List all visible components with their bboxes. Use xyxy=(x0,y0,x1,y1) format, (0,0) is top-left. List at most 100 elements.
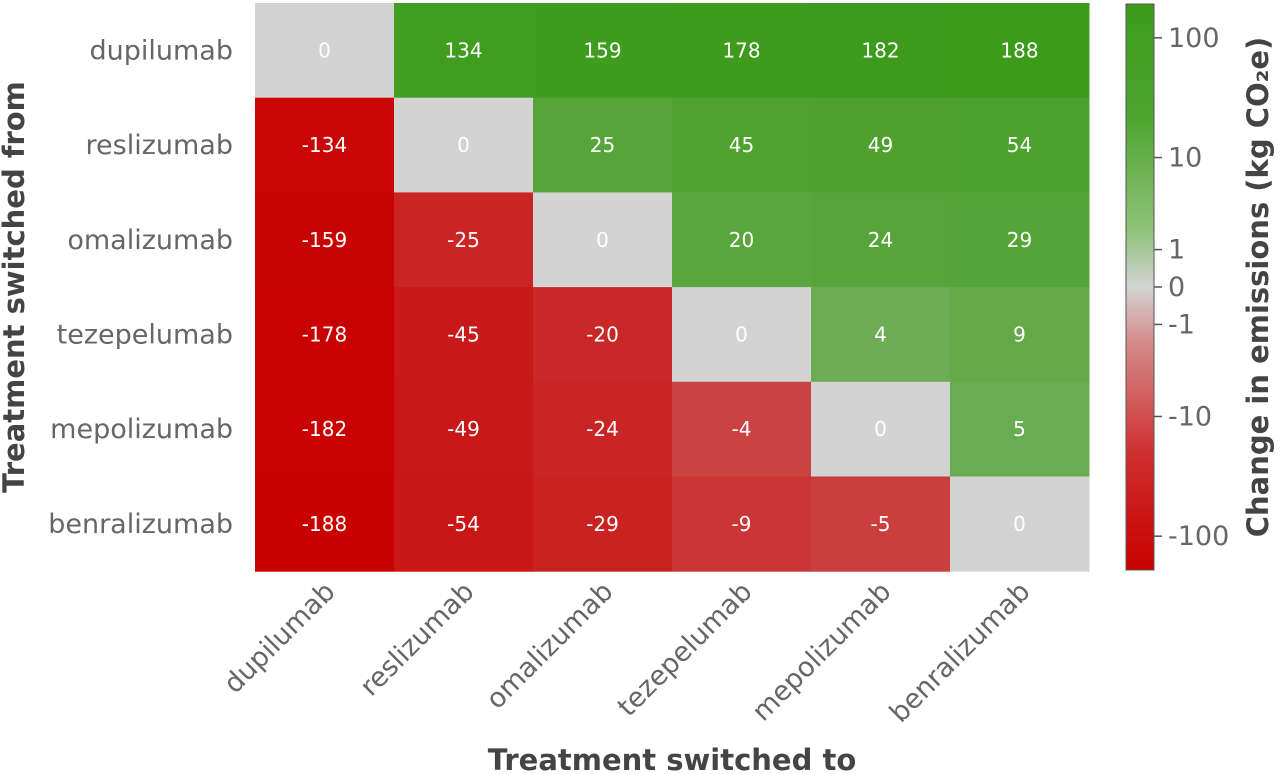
cell-value-label: -45 xyxy=(447,322,480,346)
x-axis-title: Treatment switched to xyxy=(488,743,857,774)
colorbar-tick-label: 100 xyxy=(1168,23,1220,54)
heatmap-cell xyxy=(950,476,1090,572)
row-label: omalizumab xyxy=(67,225,233,256)
heatmap-cell xyxy=(394,97,534,193)
column-labels: dupilumab reslizumab omalizumabtezepelumab… xyxy=(218,576,1036,729)
column-label: mepolizumab xyxy=(746,576,897,727)
cell-value-label: -9 xyxy=(732,512,752,536)
cell-value-label: -178 xyxy=(302,322,347,346)
colorbar-tick-label: 10 xyxy=(1168,143,1202,174)
cell-value-label: 159 xyxy=(583,38,621,62)
heatmap-cell xyxy=(811,97,951,193)
cell-value-label: 9 xyxy=(1013,322,1026,346)
heatmap-cell xyxy=(533,381,673,477)
colorbar-tick-label: 0 xyxy=(1168,272,1185,303)
cell-value-label: -134 xyxy=(302,133,347,157)
cell-value-label: -159 xyxy=(302,228,347,252)
heatmap-cell xyxy=(533,287,673,383)
cell-value-label: -20 xyxy=(586,322,619,346)
heatmap-cell xyxy=(672,287,812,383)
cell-value-label: 178 xyxy=(722,38,760,62)
cell-value-label: -5 xyxy=(871,512,891,536)
heatmap-cell xyxy=(394,287,534,383)
row-labels: dupilumab reslizumab omalizumab tezepelumab… xyxy=(48,35,233,539)
cell-value-label: 4 xyxy=(874,322,887,346)
cell-value-label: 0 xyxy=(1013,512,1026,536)
column-label: dupilumab xyxy=(218,576,341,699)
cell-value-label: 134 xyxy=(444,38,482,62)
cell-value-label: -24 xyxy=(586,417,619,441)
row-label: mepolizumab xyxy=(50,414,233,445)
cell-value-label: -29 xyxy=(586,512,619,536)
heatmap-cell xyxy=(672,381,812,477)
heatmap-cell xyxy=(533,192,673,288)
column-label: omalizumab xyxy=(480,576,619,715)
heatmap-cell xyxy=(255,3,395,99)
cell-value-label: -54 xyxy=(447,512,480,536)
row-label: benralizumab xyxy=(48,509,233,540)
heatmap-cell xyxy=(811,287,951,383)
heatmap-cell xyxy=(394,476,534,572)
heatmap-cells: 0 134 159 178 182 188-134 0 25 45 49 54-159 -25 0 20 2… xyxy=(255,3,1090,572)
cell-value-label: 24 xyxy=(868,228,893,252)
heatmap-cell xyxy=(950,3,1090,99)
heatmap-cell xyxy=(255,476,395,572)
column-label: benralizumab xyxy=(884,576,1037,729)
heatmap-cell xyxy=(950,192,1090,288)
cell-value-label: 182 xyxy=(861,38,899,62)
colorbar-tick-label: -1 xyxy=(1168,309,1195,340)
cell-value-label: 0 xyxy=(318,38,331,62)
heatmap-cell xyxy=(533,476,673,572)
cell-value-label: -182 xyxy=(302,417,347,441)
row-label: tezepelumab xyxy=(57,319,233,350)
cell-value-label: -49 xyxy=(447,417,480,441)
cell-value-label: 20 xyxy=(729,228,754,252)
heatmap-cell xyxy=(950,381,1090,477)
colorbar-tick-label: -100 xyxy=(1168,521,1229,552)
cell-value-label: 188 xyxy=(1000,38,1038,62)
heatmap-cell xyxy=(394,381,534,477)
row-label: reslizumab xyxy=(86,130,233,161)
cell-value-label: 49 xyxy=(868,133,893,157)
cell-value-label: 29 xyxy=(1007,228,1032,252)
heatmap-cell xyxy=(672,476,812,572)
cell-value-label: 0 xyxy=(874,417,887,441)
cell-value-label: 45 xyxy=(729,133,754,157)
heatmap-cell xyxy=(255,381,395,477)
heatmap-cell xyxy=(950,287,1090,383)
heatmap-cell xyxy=(533,3,673,99)
cell-value-label: 54 xyxy=(1007,133,1032,157)
y-axis-title: Treatment switched from xyxy=(0,81,31,493)
row-label: dupilumab xyxy=(90,35,234,66)
heatmap-cell xyxy=(394,3,534,99)
heatmap-cell xyxy=(672,97,812,193)
colorbar-tick-label: 1 xyxy=(1168,235,1185,266)
heatmap-cell xyxy=(811,476,951,572)
heatmap-cell xyxy=(811,381,951,477)
heatmap-cell xyxy=(255,287,395,383)
colorbar-tick-label: -10 xyxy=(1168,401,1212,432)
column-label: reslizumab xyxy=(354,576,480,702)
cell-value-label: 25 xyxy=(590,133,615,157)
heatmap-cell xyxy=(533,97,673,193)
heatmap-cell xyxy=(394,192,534,288)
heatmap-cell xyxy=(811,192,951,288)
cell-value-label: 0 xyxy=(457,133,470,157)
cell-value-label: 0 xyxy=(735,322,748,346)
cell-value-label: 0 xyxy=(596,228,609,252)
colorbar-gradient xyxy=(1125,3,1155,571)
cell-value-label: -25 xyxy=(447,228,480,252)
colorbar-title: Change in emissions (kg CO₂e) xyxy=(1241,37,1275,538)
heatmap-cell xyxy=(672,192,812,288)
cell-value-label: -188 xyxy=(302,512,347,536)
heatmap-cell xyxy=(811,3,951,99)
heatmap-cell xyxy=(950,97,1090,193)
cell-value-label: 5 xyxy=(1013,417,1026,441)
cell-value-label: -4 xyxy=(732,417,752,441)
heatmap-cell xyxy=(255,192,395,288)
heatmap-cell xyxy=(255,97,395,193)
column-label: tezepelumab xyxy=(612,576,759,723)
